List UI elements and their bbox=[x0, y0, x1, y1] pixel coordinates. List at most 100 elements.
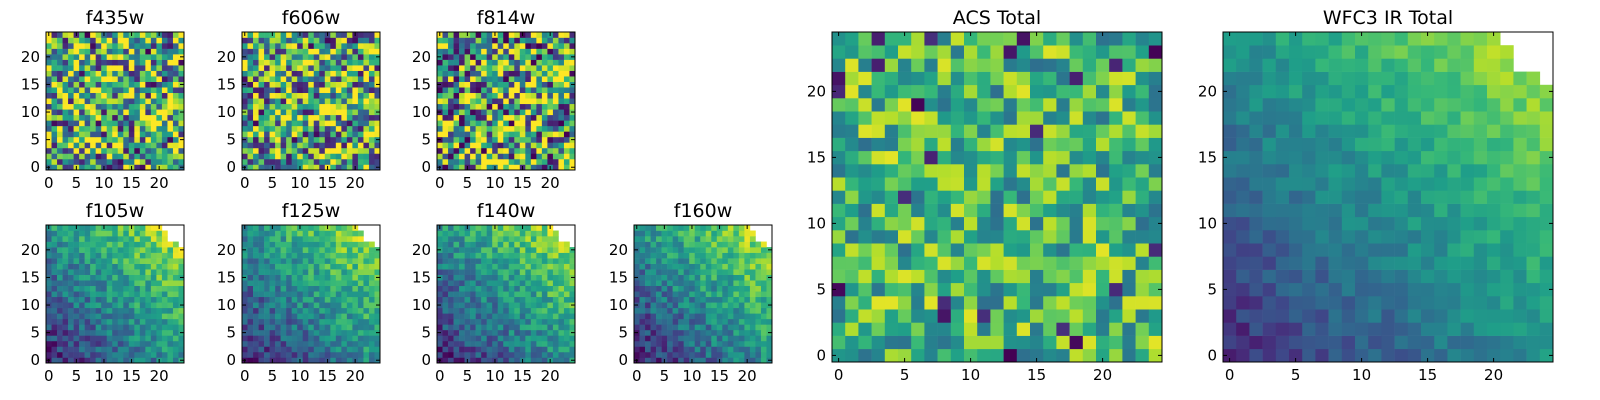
heatmap-cell bbox=[101, 324, 108, 331]
heatmap-cell bbox=[437, 230, 443, 237]
heatmap-cell bbox=[749, 307, 756, 314]
heatmap-cell bbox=[547, 136, 554, 143]
heatmap-cell bbox=[95, 280, 102, 287]
heatmap-cell bbox=[139, 81, 146, 88]
heatmap-cell bbox=[634, 241, 640, 248]
heatmap-cell bbox=[492, 114, 499, 121]
heatmap-cell bbox=[286, 346, 292, 353]
heatmap-cell bbox=[448, 92, 454, 99]
heatmap-cell bbox=[541, 230, 548, 237]
heatmap-cell bbox=[335, 59, 342, 66]
heatmap-cell bbox=[280, 269, 287, 275]
heatmap-cell bbox=[134, 103, 141, 110]
heatmap-cell bbox=[497, 346, 504, 353]
heatmap-cell bbox=[145, 241, 152, 248]
heatmap-cell bbox=[286, 136, 292, 143]
heatmap-cell bbox=[530, 158, 537, 165]
heatmap-cell bbox=[330, 114, 337, 121]
heatmap-cell bbox=[832, 150, 846, 165]
heatmap-cell bbox=[1043, 269, 1057, 284]
heatmap-cell bbox=[258, 164, 265, 171]
heatmap-cell bbox=[508, 236, 515, 242]
heatmap-cell bbox=[1016, 335, 1031, 350]
heatmap-cell bbox=[253, 37, 259, 44]
heatmap-cell bbox=[308, 158, 315, 165]
heatmap-cell bbox=[117, 87, 124, 94]
heatmap-cell bbox=[117, 340, 124, 347]
heatmap-cell bbox=[530, 92, 537, 99]
heatmap-cell bbox=[678, 313, 684, 320]
heatmap-cell bbox=[760, 296, 767, 303]
heatmap-cell bbox=[242, 296, 248, 303]
heatmap-cell bbox=[1016, 150, 1031, 165]
heatmap-cell bbox=[871, 203, 886, 218]
heatmap-cell bbox=[112, 335, 119, 342]
heatmap-cell bbox=[84, 274, 91, 281]
heatmap-cell bbox=[459, 164, 465, 171]
heatmap-cell bbox=[330, 258, 337, 264]
heatmap-cell bbox=[280, 225, 287, 231]
heatmap-cell bbox=[503, 318, 510, 325]
heatmap-cell bbox=[139, 263, 146, 270]
heatmap-cell bbox=[161, 285, 168, 292]
heatmap-cell bbox=[84, 158, 91, 165]
heatmap-cell bbox=[330, 269, 337, 275]
heatmap-cell bbox=[645, 346, 651, 353]
heatmap-cell bbox=[525, 32, 532, 38]
heatmap-cell bbox=[722, 258, 729, 264]
heatmap-cell bbox=[156, 98, 163, 105]
heatmap-cell bbox=[475, 114, 482, 121]
heatmap-cell bbox=[161, 136, 168, 143]
heatmap-cell bbox=[352, 48, 359, 55]
heatmap-cell bbox=[547, 302, 554, 309]
heatmap-cell bbox=[727, 302, 734, 309]
heatmap-cell bbox=[990, 137, 1004, 152]
heatmap-cell bbox=[661, 269, 668, 275]
heatmap-cell bbox=[1148, 296, 1163, 310]
heatmap-cell bbox=[242, 70, 248, 77]
heatmap-cell bbox=[667, 346, 673, 353]
heatmap-cell bbox=[689, 324, 696, 331]
heatmap-cell bbox=[128, 329, 135, 336]
heatmap-cell bbox=[167, 258, 174, 264]
heatmap-cell bbox=[128, 296, 135, 303]
heatmap-cell bbox=[672, 263, 679, 270]
heatmap-cell bbox=[368, 351, 375, 358]
heatmap-cell bbox=[645, 230, 651, 237]
heatmap-cell bbox=[319, 136, 326, 143]
heatmap-cell bbox=[950, 190, 965, 204]
heatmap-cell bbox=[352, 76, 359, 82]
heatmap-cell bbox=[672, 351, 679, 358]
heatmap-cell bbox=[898, 150, 912, 165]
heatmap-cell bbox=[541, 313, 548, 320]
heatmap-cell bbox=[470, 225, 476, 231]
heatmap-cell bbox=[308, 351, 315, 358]
heatmap-cell bbox=[139, 103, 146, 110]
heatmap-cell bbox=[161, 351, 168, 358]
heatmap-cell bbox=[437, 285, 443, 292]
heatmap-cell bbox=[280, 32, 287, 38]
heatmap-cell bbox=[547, 269, 554, 275]
heatmap-cell bbox=[57, 136, 63, 143]
heatmap-cell bbox=[459, 87, 465, 94]
heatmap-cell bbox=[536, 164, 543, 171]
heatmap-cell bbox=[766, 313, 773, 320]
heatmap-cell bbox=[470, 252, 476, 259]
heatmap-cell bbox=[1122, 190, 1136, 204]
heatmap-cell bbox=[374, 92, 381, 99]
heatmap-cell bbox=[924, 296, 938, 310]
heatmap-cell bbox=[128, 291, 135, 298]
heatmap-cell bbox=[525, 280, 532, 287]
heatmap-cell bbox=[335, 125, 342, 132]
heatmap-cell bbox=[486, 142, 493, 149]
heatmap-cell bbox=[990, 177, 1004, 191]
heatmap-cell bbox=[711, 291, 718, 298]
heatmap-cell bbox=[150, 296, 157, 303]
heatmap-cell bbox=[68, 274, 74, 281]
heatmap-cell bbox=[84, 252, 91, 259]
heatmap-cell bbox=[357, 263, 364, 270]
heatmap-cell bbox=[150, 236, 157, 242]
heatmap-cell bbox=[558, 65, 565, 71]
heatmap-cell bbox=[727, 230, 734, 237]
heatmap-cell bbox=[106, 37, 113, 44]
